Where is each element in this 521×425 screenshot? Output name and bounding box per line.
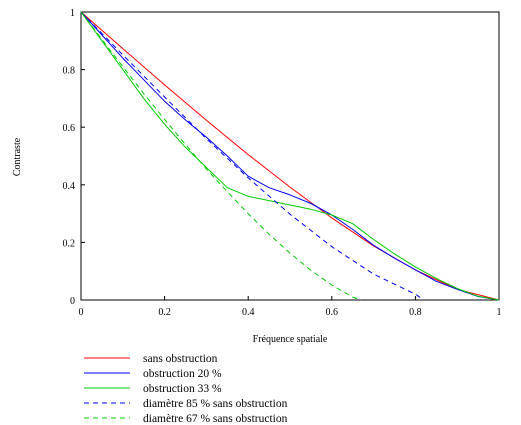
y-tick-label: 0.6 [63,123,76,134]
x-axis-label: Fréquence spatiale [253,334,328,345]
y-axis-label: Contraste [12,137,23,176]
legend-label: diamètre 67 % sans obstruction [143,413,288,425]
x-tick-label: 0 [79,307,84,318]
axis-ticks: 0 0.2 0.4 0.6 0.8 1 0 0.2 0.4 0.6 0.8 1 [63,8,502,318]
x-tick-label: 0.4 [242,307,255,318]
y-tick-label: 0.4 [63,181,76,192]
plot-area [80,11,500,301]
series-line-diametre-85-sans-obstruction [80,11,425,301]
series-lines [80,11,500,301]
series-line-obstruction-20 [80,11,500,301]
series-line-sans-obstruction [80,11,500,301]
y-tick-label: 0 [70,296,75,307]
x-tick-label: 1 [497,307,502,318]
series-line-obstruction-33 [80,11,500,301]
legend: sans obstruction obstruction 20 % obstruct… [84,353,288,425]
y-tick-label: 0.2 [63,238,76,249]
legend-label: sans obstruction [143,353,218,365]
legend-label: obstruction 33 % [143,383,222,395]
x-tick-label: 0.2 [158,307,171,318]
y-tick-label: 1 [70,8,75,19]
x-tick-label: 0.8 [409,307,422,318]
series-line-diametre-67-sans-obstruction [80,11,362,301]
x-tick-label: 0.6 [326,307,339,318]
legend-label: obstruction 20 % [143,368,222,380]
y-tick-label: 0.8 [63,66,76,77]
legend-label: diamètre 85 % sans obstruction [143,398,288,410]
